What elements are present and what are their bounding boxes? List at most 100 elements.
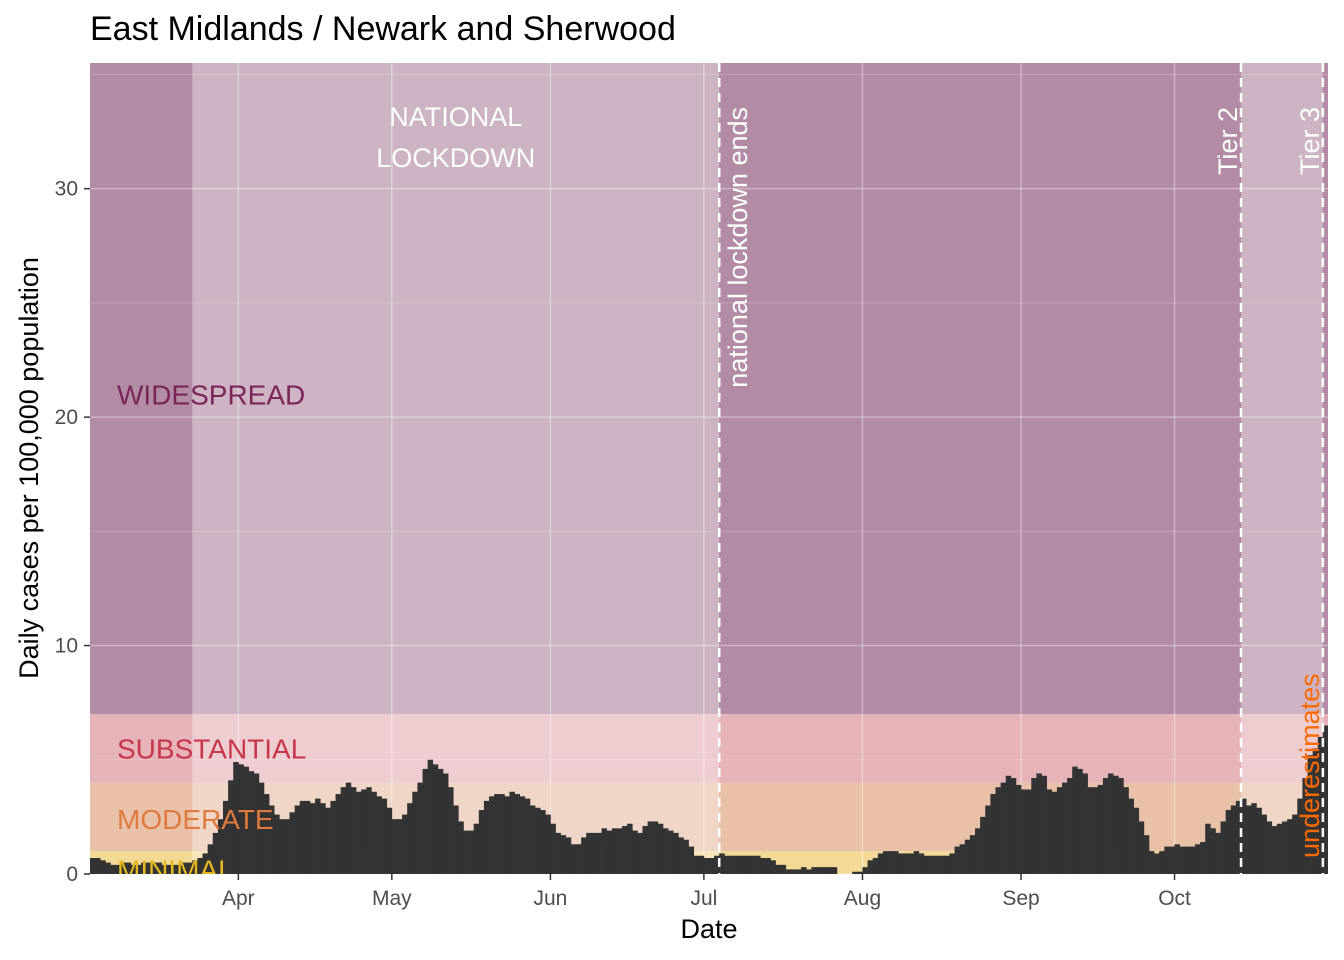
bar bbox=[1026, 789, 1032, 874]
bar bbox=[345, 782, 352, 874]
bar bbox=[320, 803, 326, 874]
bar bbox=[442, 773, 449, 874]
bar bbox=[903, 853, 909, 874]
bar bbox=[683, 839, 689, 874]
bar bbox=[437, 768, 444, 874]
bar bbox=[821, 867, 828, 874]
bar bbox=[765, 858, 771, 874]
bar bbox=[1302, 778, 1308, 874]
y-tick-label: 30 bbox=[55, 178, 78, 201]
bar bbox=[1307, 755, 1314, 874]
bars bbox=[90, 725, 1328, 874]
bar bbox=[391, 819, 398, 874]
bar bbox=[1015, 784, 1022, 874]
bar bbox=[545, 814, 551, 874]
bar bbox=[1072, 766, 1078, 874]
bar bbox=[893, 851, 899, 874]
y-tick-label: 10 bbox=[55, 635, 78, 658]
bar bbox=[852, 871, 858, 874]
bar bbox=[1087, 787, 1094, 874]
bar bbox=[980, 816, 986, 874]
bar bbox=[504, 796, 510, 874]
bar bbox=[540, 810, 546, 874]
bar bbox=[335, 794, 342, 874]
bar bbox=[1148, 851, 1155, 874]
bar bbox=[1184, 846, 1191, 874]
bar bbox=[453, 805, 459, 874]
bar bbox=[361, 789, 367, 874]
bar bbox=[535, 807, 541, 874]
bar bbox=[939, 855, 945, 874]
bar bbox=[570, 844, 577, 874]
bar bbox=[1113, 775, 1119, 874]
bar bbox=[775, 864, 781, 874]
bar bbox=[678, 837, 684, 874]
bar bbox=[125, 862, 132, 874]
bar bbox=[381, 798, 388, 874]
bar bbox=[944, 855, 950, 874]
bar bbox=[1092, 787, 1099, 874]
bar bbox=[407, 803, 413, 874]
bar bbox=[867, 860, 874, 874]
bar bbox=[529, 805, 536, 874]
bar bbox=[519, 796, 526, 874]
bar bbox=[954, 846, 961, 874]
bar bbox=[284, 819, 290, 874]
bar bbox=[366, 787, 372, 874]
bar bbox=[478, 810, 485, 874]
bar bbox=[785, 869, 792, 874]
bar bbox=[1041, 775, 1047, 874]
bar bbox=[729, 855, 735, 874]
bar bbox=[330, 800, 336, 874]
bar bbox=[1312, 748, 1319, 874]
bar bbox=[356, 791, 362, 874]
band-label-minimal: MINIMAL bbox=[117, 854, 234, 885]
x-tick-label: Oct bbox=[1158, 887, 1191, 910]
bar bbox=[1169, 846, 1175, 874]
bar bbox=[616, 828, 623, 874]
bar bbox=[1097, 784, 1104, 874]
bar bbox=[1138, 821, 1145, 874]
bar bbox=[176, 864, 183, 874]
bar bbox=[581, 837, 587, 874]
bar bbox=[749, 855, 756, 874]
bar bbox=[524, 798, 531, 874]
bar bbox=[248, 771, 255, 874]
bar bbox=[1005, 775, 1012, 874]
bar bbox=[1251, 803, 1257, 874]
bar bbox=[294, 805, 301, 874]
bar bbox=[448, 787, 454, 874]
bar bbox=[171, 864, 178, 874]
bar bbox=[811, 867, 817, 874]
bar bbox=[770, 860, 776, 874]
bar bbox=[755, 855, 761, 874]
bar bbox=[105, 862, 111, 874]
bar bbox=[1281, 821, 1288, 874]
bar bbox=[243, 766, 249, 874]
bar bbox=[192, 860, 198, 874]
bar bbox=[857, 871, 863, 874]
bar bbox=[161, 864, 168, 874]
bar bbox=[304, 800, 311, 874]
bar bbox=[698, 855, 705, 874]
bar bbox=[1082, 773, 1088, 874]
bar bbox=[719, 853, 725, 874]
bar bbox=[432, 764, 439, 874]
bar bbox=[1194, 844, 1201, 874]
bar bbox=[627, 823, 633, 874]
bar bbox=[888, 851, 894, 874]
bar bbox=[1123, 787, 1129, 874]
bar bbox=[350, 787, 357, 874]
vline-label-0: national lockdown ends bbox=[723, 107, 753, 388]
bar bbox=[1036, 773, 1042, 874]
bar bbox=[668, 830, 674, 874]
bar bbox=[386, 807, 393, 874]
bar bbox=[499, 794, 505, 874]
bar bbox=[560, 835, 567, 874]
bar bbox=[908, 853, 914, 874]
bar bbox=[422, 768, 428, 874]
bar bbox=[1021, 789, 1027, 874]
bar bbox=[1051, 791, 1058, 874]
bar bbox=[120, 862, 127, 874]
bar bbox=[263, 794, 270, 874]
